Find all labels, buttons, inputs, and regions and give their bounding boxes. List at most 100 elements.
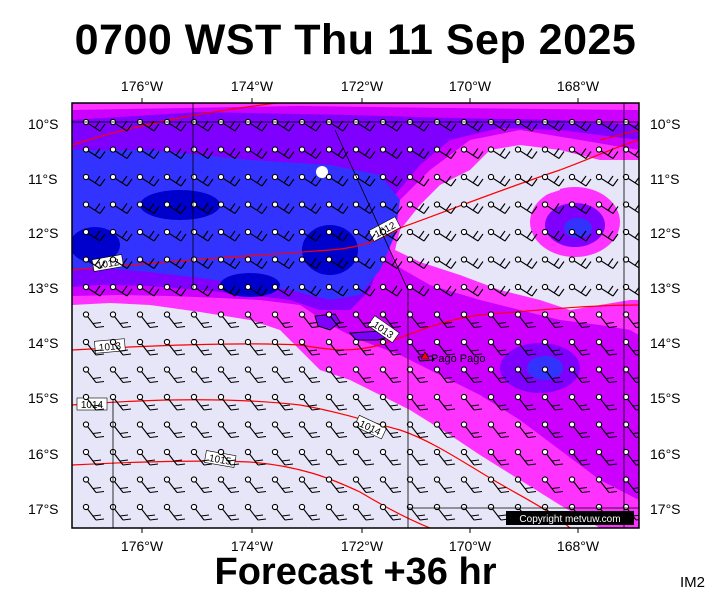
- wind-barb: [325, 283, 349, 297]
- wind-barb: [244, 311, 267, 329]
- lon-label-bottom: 170°W: [448, 538, 492, 554]
- wind-barb: [433, 228, 457, 242]
- wind-barb: [109, 173, 133, 187]
- wind-barb: [568, 228, 592, 242]
- lat-label-left: 17°S: [28, 501, 59, 517]
- wind-barb: [82, 421, 105, 439]
- wind-barb: [190, 393, 213, 411]
- lon-label-top: 174°W: [230, 78, 274, 94]
- lat-label-left: 11°S: [28, 171, 58, 187]
- image-tag: IM2: [679, 574, 705, 591]
- wind-barb: [163, 228, 187, 242]
- wind-barb: [487, 338, 510, 356]
- wind-barb: [136, 476, 159, 494]
- forecast-label: Forecast +36 hr: [214, 551, 497, 593]
- wind-barb: [595, 228, 619, 242]
- wind-barb: [136, 201, 160, 214]
- wind-barb: [622, 338, 639, 356]
- wind-barb: [163, 503, 186, 521]
- wind-barb: [433, 311, 456, 329]
- wind-barb: [325, 173, 349, 187]
- wind-barb: [541, 393, 564, 411]
- isobar-line: [72, 460, 431, 528]
- wind-barb: [82, 256, 106, 269]
- wind-barb: [298, 366, 321, 384]
- wind-barb: [541, 311, 564, 329]
- copyright-text: Copyright metvuw.com: [519, 514, 620, 525]
- wind-barb: [406, 283, 430, 297]
- wind-barb: [595, 421, 618, 439]
- wind-barb: [325, 201, 349, 214]
- wind-barb: [487, 476, 510, 494]
- wind-barb: [514, 338, 537, 356]
- wind-barb: [541, 256, 565, 269]
- wind-barb: [325, 448, 348, 466]
- lat-label-right: 16°S: [650, 446, 681, 462]
- wind-barb: [568, 448, 591, 466]
- wind-barb: [379, 448, 402, 466]
- wind-barb: [217, 173, 241, 187]
- wind-barb: [433, 146, 457, 159]
- wind-barb: [514, 421, 537, 439]
- wind-barb: [271, 393, 294, 411]
- wind-barb: [487, 201, 511, 214]
- wind-barb: [136, 366, 159, 384]
- wind-barb: [82, 448, 105, 466]
- copyright-box: [506, 511, 634, 525]
- lon-label-bottom: 168°W: [556, 538, 600, 554]
- wind-barb: [244, 476, 267, 494]
- wind-barb: [460, 338, 483, 356]
- wind-barb: [163, 476, 186, 494]
- wind-barb: [244, 448, 267, 466]
- wind-barb: [514, 366, 537, 384]
- wind-barb: [271, 256, 295, 269]
- wind-barb: [460, 283, 484, 297]
- wind-barb: [406, 338, 429, 356]
- lon-label-top: 168°W: [556, 78, 600, 94]
- pago-pago-marker: [420, 351, 430, 360]
- wind-barb: [298, 256, 322, 269]
- wind-barb: [514, 201, 538, 214]
- wind-barb: [82, 173, 106, 187]
- lat-label-left: 10°S: [28, 116, 59, 132]
- wind-barb: [460, 366, 483, 384]
- wind-barb: [379, 503, 402, 521]
- wind-barb: [190, 476, 213, 494]
- wind-barb: [109, 366, 132, 384]
- lat-label-right: 15°S: [650, 390, 681, 406]
- wind-barb: [487, 448, 510, 466]
- wind-barb: [595, 256, 619, 269]
- wind-barb: [217, 311, 240, 329]
- wind-barb: [541, 476, 564, 494]
- rain-core: [72, 227, 120, 263]
- wind-barb: [379, 173, 403, 187]
- wind-barb: [298, 283, 322, 297]
- wind-barb: [217, 283, 241, 297]
- wind-barb: [460, 173, 484, 187]
- wind-barb: [379, 311, 402, 329]
- wind-barb: [136, 338, 159, 356]
- wind-barb: [163, 421, 186, 439]
- wind-barb: [82, 366, 105, 384]
- wind-barb: [487, 283, 511, 297]
- lon-label-bottom: 172°W: [340, 538, 384, 554]
- wind-barb: [298, 503, 321, 521]
- wind-barb: [406, 146, 430, 159]
- wind-barb: [298, 173, 322, 187]
- wind-barb: [460, 476, 483, 494]
- wind-barb: [271, 476, 294, 494]
- wind-barb: [406, 311, 429, 329]
- wind-barb: [82, 476, 105, 494]
- wind-barb: [109, 256, 133, 269]
- wind-barb: [460, 393, 483, 411]
- wind-barb: [622, 421, 639, 439]
- wind-barb: [487, 146, 511, 159]
- lat-label-right: 11°S: [650, 171, 680, 187]
- wind-barb: [298, 311, 321, 329]
- wind-barb: [568, 421, 591, 439]
- wind-barb: [163, 256, 187, 269]
- wind-barb: [244, 421, 267, 439]
- wind-barb: [514, 311, 537, 329]
- wind-barb: [136, 421, 159, 439]
- wind-barb: [244, 366, 267, 384]
